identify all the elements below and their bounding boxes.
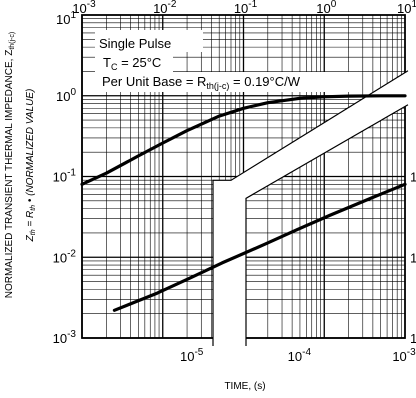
break-band <box>213 70 408 346</box>
top-x-tick-label: 100 <box>316 0 336 16</box>
bottom-x-tick-label: 10-5 <box>180 347 204 364</box>
bottom-x-tick-label: 10-4 <box>288 347 312 364</box>
series-line-bottom-scale <box>112 182 407 312</box>
right-y-tick-label: 1 <box>410 331 416 346</box>
legend-per-unit-base: Per Unit Base = Rth(j-c) = 0.19°C/W <box>102 74 301 91</box>
top-x-tick-label: 101 <box>397 0 416 16</box>
top-x-tick-label: 10-1 <box>234 0 258 16</box>
break-edge-upper <box>212 70 409 346</box>
legend-case-temperature: TC = 25°C <box>103 55 161 72</box>
break-edge-lower <box>245 104 409 346</box>
x-axis-label: TIME, (s) <box>224 381 265 392</box>
bottom-x-tick-label: 10-3 <box>392 347 416 364</box>
series-group <box>80 94 407 312</box>
legend: Single Pulse TC = 25°C Per Unit Base = R… <box>95 30 353 92</box>
legend-single-pulse: Single Pulse <box>99 36 171 51</box>
series-line-top-scale <box>80 94 407 186</box>
y-axis-label-line2: Zth = Rth • (NORMALIZED VALUE) <box>25 89 37 243</box>
legend-background <box>97 72 353 92</box>
y-tick-label: 101 <box>56 10 76 27</box>
right-y-tick-label: 1 <box>410 250 416 265</box>
axis-break-gap <box>212 70 409 346</box>
top-x-tick-label: 10-2 <box>153 0 177 16</box>
y-tick-label: 10-2 <box>53 248 77 265</box>
legend-background <box>95 30 203 52</box>
y-tick-label: 10-1 <box>53 168 77 185</box>
right-y-tick-label: 1 <box>410 170 416 185</box>
y-tick-label: 100 <box>56 87 76 104</box>
y-axis-label-line1: NORMALIZED TRANSIENT THERMAL IMPEDANCE, … <box>4 32 16 298</box>
top-x-tick-label: 10-3 <box>72 0 96 16</box>
legend-background <box>95 52 173 72</box>
y-tick-label: 10-3 <box>53 329 77 346</box>
